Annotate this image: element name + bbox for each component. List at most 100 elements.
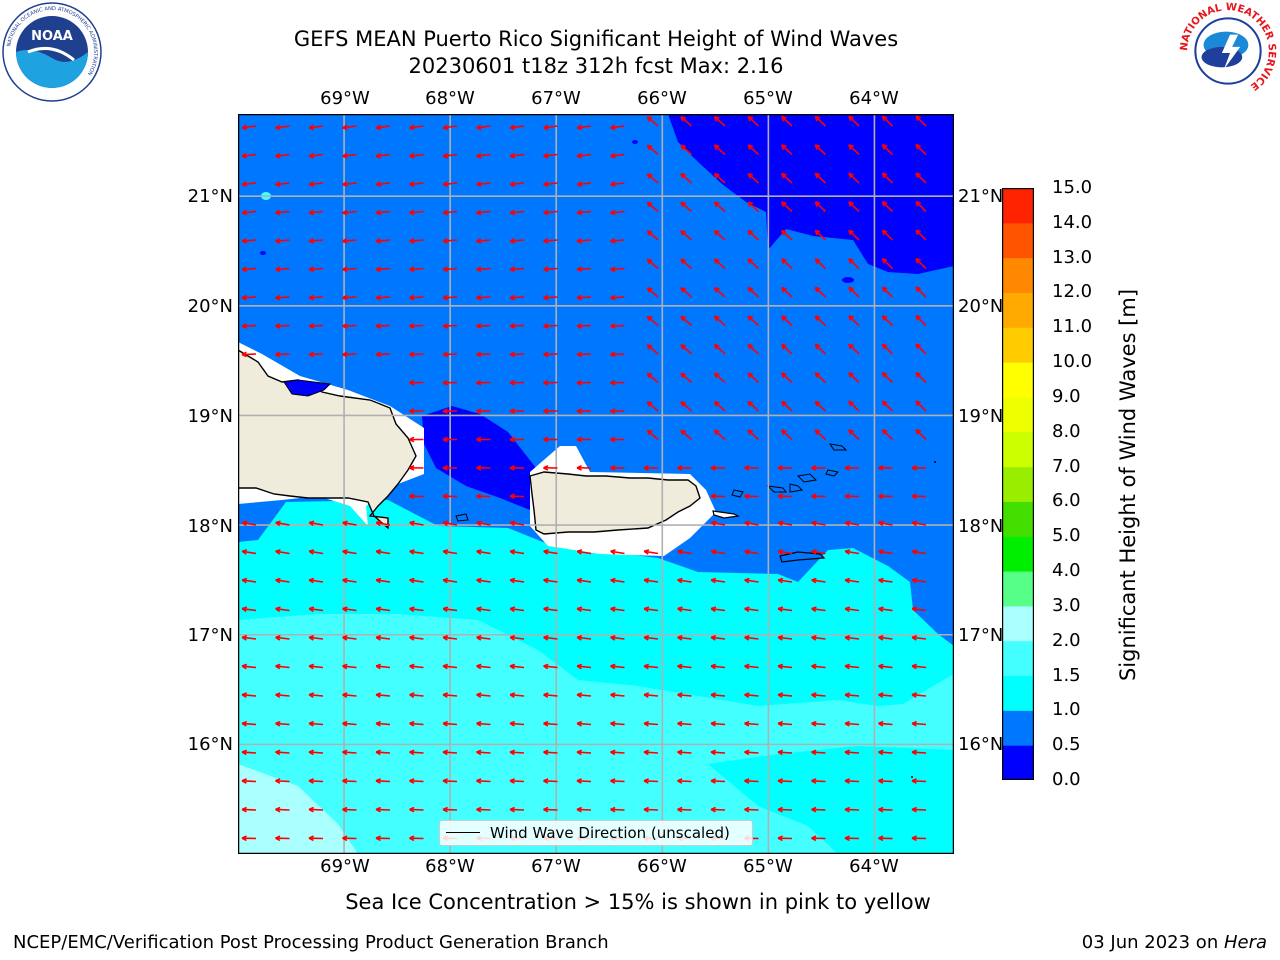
wind-wave-arrowhead — [882, 314, 888, 319]
wind-wave-arrowhead — [543, 720, 549, 725]
wind-wave-arrowhead — [342, 294, 348, 299]
wind-wave-arrow — [342, 353, 357, 356]
wind-wave-arrow — [442, 693, 458, 697]
wind-wave-arrowhead — [882, 257, 888, 262]
wind-wave-arrow — [644, 636, 659, 640]
wind-wave-arrow — [643, 808, 659, 811]
wind-wave-arrowhead — [878, 577, 884, 581]
wave-height-map — [238, 114, 954, 854]
wind-wave-arrowhead — [275, 181, 281, 186]
wind-wave-arrow — [878, 521, 893, 526]
wind-wave-arrowhead — [442, 520, 449, 524]
wind-wave-arrow — [911, 751, 927, 754]
bottom-lon-label: 64°W — [849, 856, 899, 877]
wind-wave-arrowhead — [308, 835, 314, 839]
colorbar-tick-label: 3.0 — [1052, 594, 1081, 616]
wind-wave-arrowhead — [781, 115, 787, 119]
wind-wave-arrow — [848, 172, 860, 184]
wind-wave-arrow — [811, 808, 826, 811]
wind-wave-arrowhead — [576, 720, 582, 725]
wind-wave-arrowhead — [643, 577, 650, 581]
wind-wave-arrow — [476, 693, 491, 697]
wind-wave-arrowhead — [647, 258, 653, 262]
wind-wave-arrow — [510, 636, 525, 640]
colorbar-tick-label: 10.0 — [1052, 351, 1093, 373]
wind-wave-arrow — [610, 296, 625, 299]
wind-wave-arrowhead — [509, 323, 515, 327]
wind-wave-arrowhead — [409, 549, 415, 553]
wind-wave-arrowhead — [844, 520, 851, 524]
wind-wave-arrowhead — [576, 663, 583, 667]
wind-wave-arrowhead — [476, 493, 482, 497]
wind-wave-arrow — [714, 344, 726, 355]
wind-wave-arrowhead — [777, 806, 783, 811]
wind-wave-arrow — [747, 315, 760, 327]
wind-wave-arrow — [308, 693, 324, 697]
wind-wave-arrowhead — [677, 749, 683, 753]
wind-wave-arrow — [543, 607, 558, 612]
wind-wave-arrowhead — [509, 520, 516, 524]
wind-wave-arrow — [309, 579, 324, 583]
wind-wave-arrowhead — [442, 720, 448, 725]
wind-wave-arrowhead — [610, 634, 616, 639]
wind-wave-arrowhead — [275, 323, 281, 327]
wind-wave-arrow — [577, 607, 592, 612]
wind-wave-arrowhead — [811, 577, 817, 581]
legend-label: Wind Wave Direction (unscaled) — [490, 824, 730, 842]
wind-wave-arrow — [509, 808, 525, 811]
wind-wave-arrow — [610, 779, 625, 783]
wind-wave-arrowhead — [543, 749, 549, 753]
wind-wave-arrowhead — [442, 294, 448, 299]
wind-wave-arrowhead — [878, 835, 884, 839]
wind-wave-arrow — [509, 353, 525, 356]
wind-wave-arrow — [476, 296, 491, 299]
wind-wave-arrow — [781, 229, 793, 241]
wind-wave-arrow — [646, 258, 659, 270]
wind-wave-arrow — [714, 287, 726, 298]
wind-wave-arrowhead — [509, 152, 515, 157]
wind-wave-arrow — [677, 636, 692, 640]
wind-wave-arrowhead — [543, 181, 549, 186]
wind-wave-arrow — [409, 550, 424, 555]
wind-wave-arrowhead — [509, 749, 515, 753]
wind-wave-arrow — [510, 579, 525, 583]
wind-wave-arrow — [912, 579, 927, 583]
wind-wave-arrowhead — [610, 351, 616, 356]
wind-wave-arrowhead — [342, 778, 348, 782]
wind-wave-arrowhead — [375, 237, 381, 242]
wind-wave-arrowhead — [744, 577, 750, 581]
wind-wave-arrow — [543, 353, 558, 356]
right-lat-label: 21°N — [958, 186, 1004, 207]
wind-wave-arrow — [643, 722, 659, 726]
wind-wave-arrowhead — [747, 229, 754, 233]
wind-wave-arrowhead — [241, 266, 247, 271]
wind-wave-arrow — [375, 324, 391, 327]
noaa-wordmark: NOAA — [31, 29, 73, 44]
wind-wave-arrowhead — [710, 663, 717, 667]
wind-wave-arrow — [476, 636, 491, 640]
wind-wave-arrowhead — [677, 778, 683, 782]
wind-wave-arrowhead — [744, 749, 750, 753]
wind-wave-arrowhead — [275, 749, 281, 753]
wind-wave-arrow — [509, 722, 525, 726]
wind-wave-arrowhead — [781, 258, 787, 262]
wind-wave-arrowhead — [844, 577, 851, 581]
wind-wave-arrow — [443, 607, 458, 612]
wind-wave-arrow — [814, 115, 827, 127]
wind-wave-arrowhead — [308, 520, 315, 524]
wind-wave-arrow — [509, 779, 525, 783]
wind-wave-arrow — [543, 665, 558, 669]
wind-wave-arrowhead — [476, 634, 482, 639]
wind-wave-arrow — [714, 401, 726, 412]
wind-wave-arrowhead — [375, 806, 381, 811]
wind-wave-arrow — [409, 153, 424, 158]
wind-wave-arrowhead — [375, 663, 382, 667]
wind-wave-arrowhead — [342, 606, 348, 610]
wind-wave-arrow — [409, 607, 424, 612]
wind-wave-arrowhead — [543, 294, 549, 299]
colorbar-swatch — [1002, 257, 1034, 293]
wind-wave-arrowhead — [647, 144, 653, 148]
wind-wave-arrowhead — [882, 172, 888, 176]
wind-wave-arrowhead — [915, 200, 922, 205]
wind-wave-arrowhead — [781, 286, 787, 290]
